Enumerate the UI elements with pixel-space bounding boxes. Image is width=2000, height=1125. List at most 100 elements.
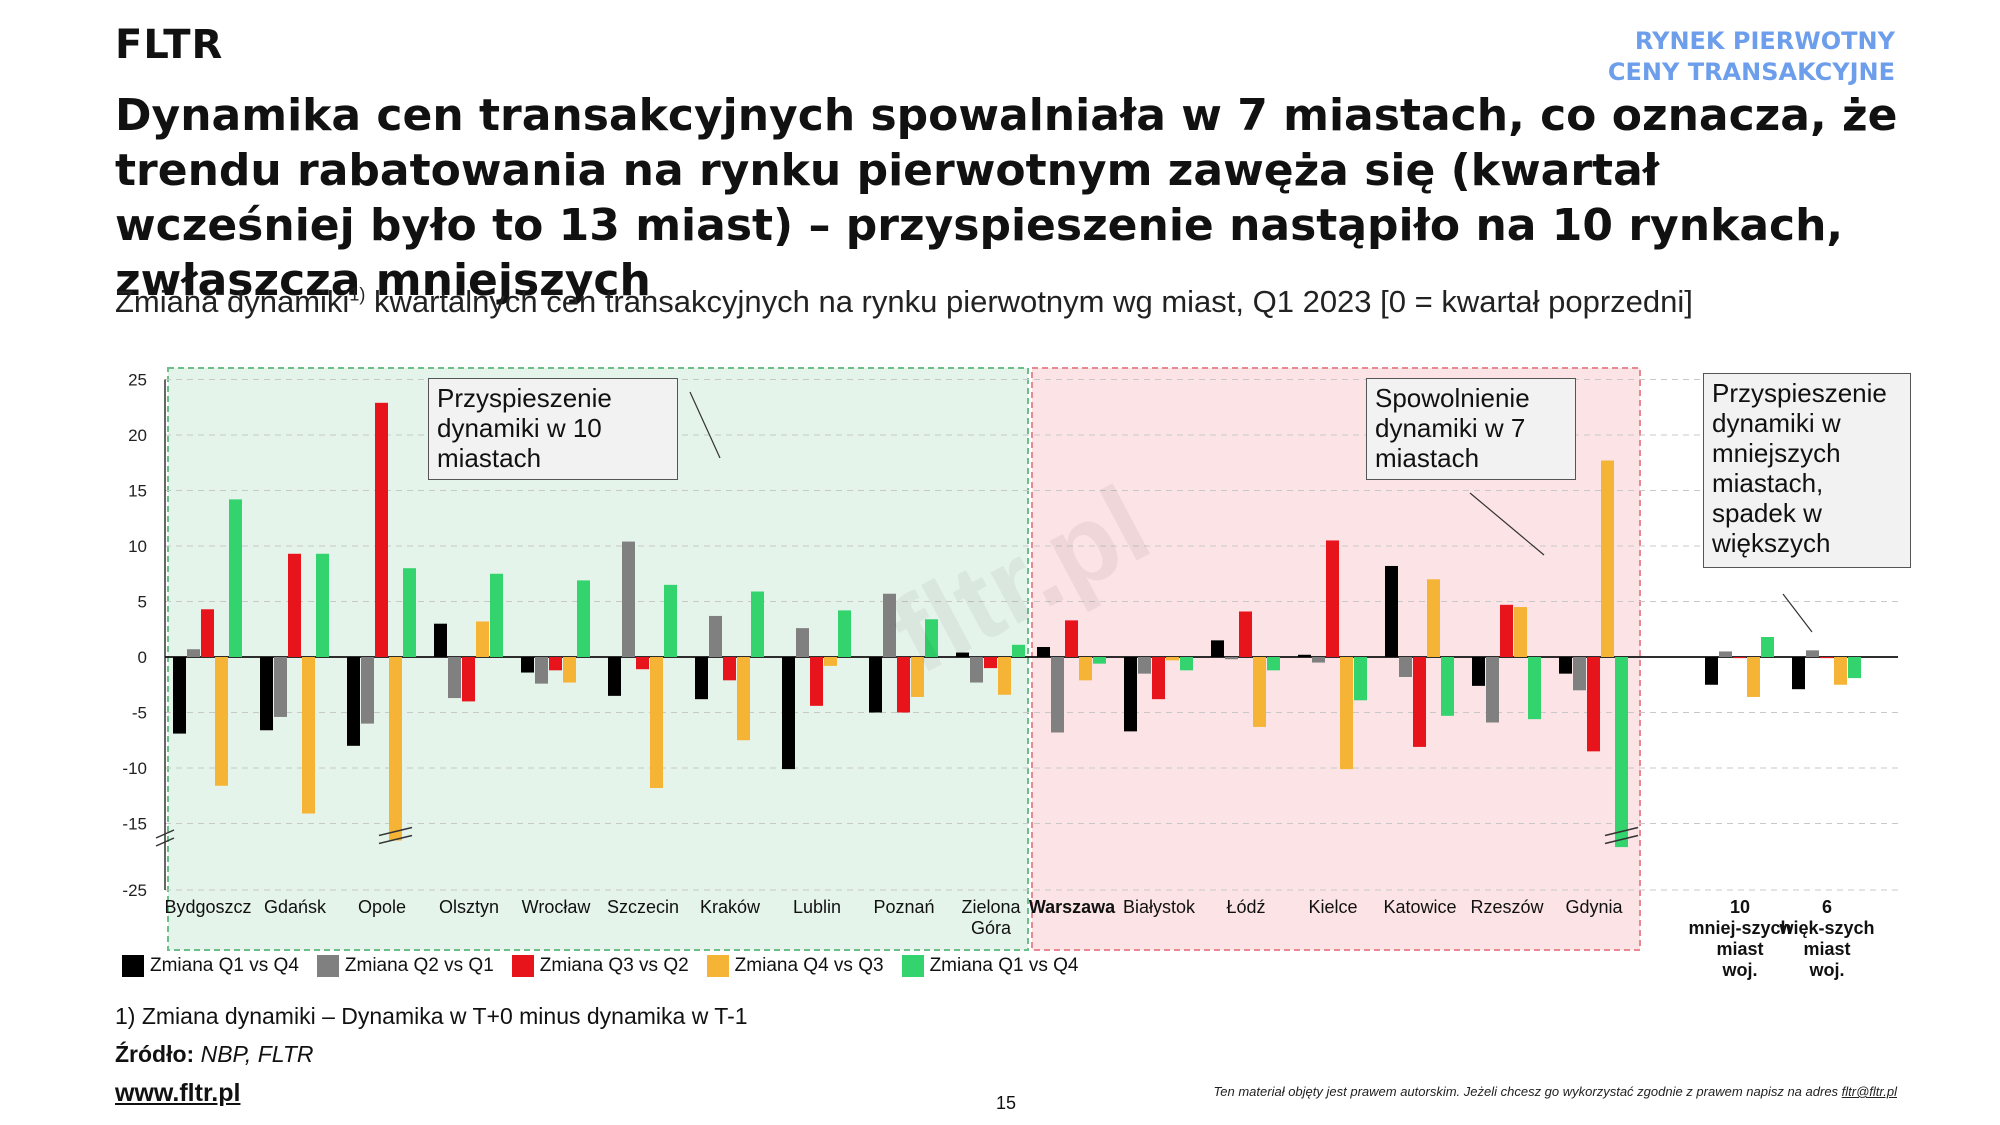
bar [1399, 657, 1412, 677]
bar [260, 657, 273, 731]
bar [1486, 657, 1499, 723]
legend-item: Zmiana Q2 vs Q1 [316, 955, 494, 977]
bar [1834, 657, 1847, 685]
category-label: miast [1716, 939, 1763, 959]
section-label-line1: RYNEK PIERWOTNY [1634, 27, 1895, 55]
bar [549, 657, 562, 671]
category-label: Góra [971, 918, 1012, 938]
bar [636, 657, 649, 670]
bar [1806, 650, 1819, 657]
bar [1413, 657, 1426, 747]
bar [1705, 657, 1718, 685]
bar-break-mark [1604, 826, 1639, 837]
bar [1615, 657, 1628, 848]
bar [1166, 657, 1179, 661]
bar [622, 541, 635, 657]
bar [215, 657, 228, 786]
category-label: Lublin [793, 897, 841, 917]
bar [347, 657, 360, 746]
bar [1385, 565, 1398, 657]
bar [1037, 647, 1050, 657]
bar [737, 657, 750, 741]
bar [1253, 657, 1266, 727]
bar [695, 657, 708, 700]
bar [1820, 657, 1833, 659]
y-tick-label: -15 [122, 815, 147, 834]
axis-break-mark [155, 837, 175, 847]
bar [1719, 651, 1732, 657]
bar [577, 580, 590, 657]
bar [1065, 620, 1078, 657]
category-label: woj. [1809, 960, 1845, 980]
legend-label: Zmiana Q1 vs Q4 [929, 955, 1079, 976]
y-tick-label: -5 [132, 704, 147, 723]
source-note: Źródło: NBP, FLTR [115, 1041, 314, 1068]
bar [1312, 657, 1325, 663]
y-tick-label: 25 [128, 371, 147, 390]
bar [173, 657, 186, 734]
bar [201, 609, 214, 657]
bar [1500, 604, 1513, 657]
bar [1848, 657, 1861, 679]
bar [650, 657, 663, 788]
bar [810, 657, 823, 706]
footnote: 1) Zmiana dynamiki – Dynamika w T+0 minu… [115, 1003, 748, 1029]
bar [1340, 657, 1353, 770]
bar [288, 553, 301, 657]
category-label: Opole [358, 897, 406, 917]
legend-label: Zmiana Q1 vs Q4 [150, 955, 299, 976]
bar [838, 610, 851, 657]
y-tick-label: 20 [128, 426, 147, 445]
bar [1601, 460, 1614, 657]
bar [824, 657, 837, 666]
subtitle-rest: kwartalnych cen transakcyjnych na rynku … [365, 284, 1693, 319]
category-label: Olsztyn [439, 897, 499, 917]
copyright-email-link[interactable]: fltr@fltr.pl [1841, 1084, 1897, 1099]
legend-label: Zmiana Q3 vs Q2 [539, 955, 689, 976]
y-tick-label: 0 [138, 648, 147, 667]
bar [1180, 657, 1193, 671]
callout-pointer [1782, 593, 1813, 633]
bar [1211, 640, 1224, 657]
bar [984, 657, 997, 669]
callout-acceleration: Przyspieszenie dynamiki w 10 miastach [428, 378, 678, 480]
category-label: Łódź [1226, 897, 1265, 917]
bar [1354, 657, 1367, 701]
category-label: Poznań [873, 897, 934, 917]
bar [229, 499, 242, 657]
bar [1225, 657, 1238, 660]
bar [1573, 657, 1586, 691]
bar [970, 657, 983, 683]
website-link[interactable]: www.fltr.pl [115, 1079, 241, 1107]
bar [1761, 637, 1774, 657]
category-label: 6 [1822, 897, 1832, 917]
category-label: Gdynia [1565, 897, 1623, 917]
bar [1528, 657, 1541, 720]
bar [1239, 611, 1252, 657]
bar [796, 628, 809, 657]
bar [187, 649, 200, 657]
bar [1441, 657, 1454, 716]
bar [1051, 657, 1064, 733]
bar [389, 657, 402, 841]
legend-item: Zmiana Q3 vs Q2 [511, 955, 689, 977]
bar [664, 584, 677, 657]
y-tick-label: 5 [138, 593, 147, 612]
bar [608, 657, 621, 696]
category-label: Gdańsk [264, 897, 327, 917]
category-label: Bydgoszcz [164, 897, 251, 917]
bar [1326, 540, 1339, 657]
category-label: miast [1803, 939, 1850, 959]
category-label: woj. [1722, 960, 1758, 980]
bar [521, 657, 534, 673]
bar-break-mark [1604, 834, 1639, 845]
bar [1093, 657, 1106, 664]
legend-item: Zmiana Q4 vs Q3 [706, 955, 884, 977]
y-tick-label: 15 [128, 482, 147, 501]
bar [1514, 607, 1527, 657]
category-label: Białystok [1123, 897, 1196, 917]
copyright-text: Ten materiał objęty jest prawem autorski… [1213, 1084, 1842, 1099]
bar [535, 657, 548, 684]
category-label: Kraków [700, 897, 761, 917]
